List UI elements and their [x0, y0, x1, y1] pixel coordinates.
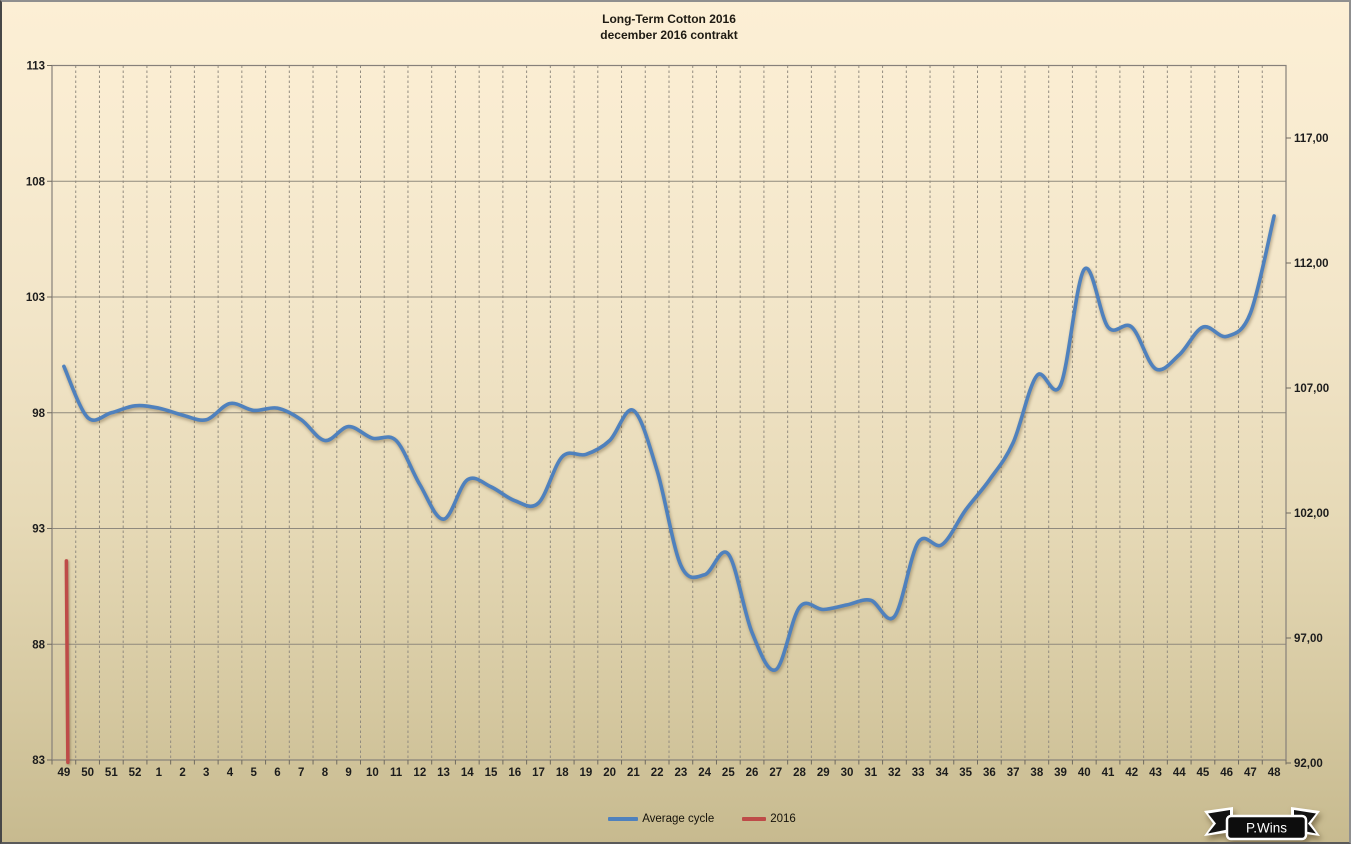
x-axis-label: 51 — [105, 767, 118, 779]
x-axis-label: 37 — [1007, 767, 1020, 779]
x-axis-label: 47 — [1244, 767, 1257, 779]
right-axis-label: 107,00 — [1294, 383, 1329, 395]
x-axis-label: 52 — [129, 767, 142, 779]
legend-label: Average cycle — [642, 813, 715, 825]
x-axis-label: 44 — [1173, 767, 1186, 779]
x-axis-label: 34 — [936, 767, 949, 779]
pwins-ribbon-logo: P.Wins — [1204, 807, 1320, 841]
x-axis-label: 23 — [674, 767, 687, 779]
x-axis-label: 18 — [556, 767, 569, 779]
average-cycle-line-swatch — [608, 817, 639, 821]
left-axis-label: 103 — [26, 292, 45, 304]
legend: Average cycle 2016 — [2, 813, 1349, 825]
left-axis-label: 98 — [32, 408, 45, 420]
x-axis-label: 11 — [390, 767, 403, 779]
x-axis-label: 7 — [298, 767, 304, 779]
chart-title-line1: Long-Term Cotton 2016 — [602, 12, 736, 26]
x-axis-label: 19 — [580, 767, 593, 779]
x-axis-label: 17 — [532, 767, 545, 779]
x-axis-label: 1 — [156, 767, 163, 779]
right-axis-label: 97,00 — [1294, 633, 1323, 645]
x-axis-label: 32 — [888, 767, 901, 779]
x-axis-label: 43 — [1149, 767, 1162, 779]
x-axis-label: 42 — [1125, 767, 1138, 779]
x-axis-label: 3 — [203, 767, 209, 779]
left-axis-label: 83 — [32, 755, 45, 767]
x-axis-label: 21 — [627, 767, 640, 779]
x-axis-label: 26 — [746, 767, 759, 779]
left-axis-label: 108 — [26, 176, 46, 188]
x-axis-label: 4 — [227, 767, 234, 779]
x-axis-label: 29 — [817, 767, 830, 779]
x-axis-label: 6 — [274, 767, 280, 779]
x-axis-label: 31 — [864, 767, 877, 779]
legend-label: 2016 — [770, 813, 796, 825]
logo-text: P.Wins — [1246, 821, 1287, 836]
x-axis-label: 27 — [769, 767, 782, 779]
x-axis-label: 40 — [1078, 767, 1091, 779]
x-axis-label: 45 — [1197, 767, 1210, 779]
x-axis-label: 20 — [603, 767, 616, 779]
x-axis-label: 10 — [366, 767, 379, 779]
x-axis-label: 50 — [81, 767, 94, 779]
legend-item-average-cycle: Average cycle — [608, 813, 714, 825]
x-axis-label: 30 — [841, 767, 854, 779]
right-axis-label: 102,00 — [1294, 508, 1329, 520]
x-axis-label: 9 — [345, 767, 351, 779]
x-axis-label: 22 — [651, 767, 664, 779]
left-axis-label: 88 — [32, 639, 45, 651]
series-2016-line-swatch — [742, 817, 767, 821]
x-axis-label: 48 — [1268, 767, 1281, 779]
x-axis-label: 16 — [508, 767, 521, 779]
x-axis-label: 28 — [793, 767, 806, 779]
x-axis-label: 14 — [461, 767, 474, 779]
average-cycle-line — [62, 214, 1276, 672]
x-axis-label: 25 — [722, 767, 735, 779]
chart-title-line2: december 2016 contrakt — [600, 28, 738, 42]
x-axis-label: 5 — [251, 767, 258, 779]
x-axis-label: 36 — [983, 767, 996, 779]
left-axis-label: 113 — [26, 61, 45, 73]
right-axis-label: 92,00 — [1294, 758, 1323, 770]
x-axis-label: 13 — [437, 767, 450, 779]
x-axis-label: 33 — [912, 767, 925, 779]
x-axis-label: 35 — [959, 767, 972, 779]
x-axis-label: 15 — [485, 767, 498, 779]
series-2016-line — [64, 559, 70, 765]
x-axis-label: 24 — [698, 767, 711, 779]
x-axis-label: 8 — [322, 767, 329, 779]
x-axis-label: 38 — [1030, 767, 1043, 779]
left-axis-label: 93 — [32, 524, 45, 536]
x-axis-label: 46 — [1220, 767, 1233, 779]
right-axis-label: 117,00 — [1294, 133, 1329, 145]
x-axis-label: 41 — [1102, 767, 1115, 779]
x-axis-label: 39 — [1054, 767, 1067, 779]
chart-title: Long-Term Cotton 2016 december 2016 cont… — [2, 11, 1336, 43]
ribbon-left-wing-chevron — [1208, 810, 1230, 834]
x-axis-label: 2 — [179, 767, 185, 779]
x-axis-label: 12 — [413, 767, 426, 779]
x-axis-label: 49 — [57, 767, 70, 779]
right-axis-label: 112,00 — [1294, 258, 1329, 270]
legend-item-2016: 2016 — [742, 813, 796, 825]
ribbon-center-plate — [1225, 814, 1308, 841]
